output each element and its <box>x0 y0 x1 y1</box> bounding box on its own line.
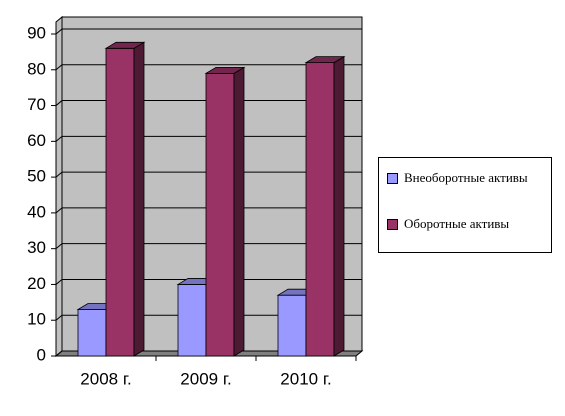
y-tick-label: 30 <box>27 238 46 257</box>
grid-line <box>55 350 362 357</box>
grid-line <box>55 171 362 178</box>
legend-item: Внеоборотные активы <box>387 170 547 186</box>
bar-side <box>133 41 145 357</box>
grid-line <box>55 135 362 142</box>
bar <box>105 47 135 357</box>
legend-swatch <box>387 219 398 230</box>
bar-top <box>304 56 346 64</box>
y-tick-label: 60 <box>27 131 46 150</box>
legend-label: Оборотные активы <box>404 216 510 231</box>
x-tick-label: 2008 г. <box>80 369 131 388</box>
y-tick-label: 0 <box>37 345 46 364</box>
y-tick-label: 50 <box>27 167 46 186</box>
x-tick-label: 2010 г. <box>280 369 331 388</box>
grid-line <box>55 314 362 321</box>
y-tick-label: 70 <box>27 95 46 114</box>
legend: Внеоборотные активы Оборотные активы <box>378 157 552 253</box>
bar-side <box>333 55 345 357</box>
y-tick-label: 20 <box>27 274 46 293</box>
bar <box>77 309 107 357</box>
grid-line <box>55 278 362 285</box>
bar <box>177 284 207 357</box>
grid-line <box>55 28 362 35</box>
y-tick-label: 80 <box>27 59 46 78</box>
y-tick-label: 90 <box>27 23 46 42</box>
legend-item: Оборотные активы <box>387 216 547 232</box>
bar <box>305 62 335 357</box>
y-tick-label: 10 <box>27 310 46 329</box>
legend-label: Внеоборотные активы <box>404 170 528 185</box>
bar-top <box>104 41 146 49</box>
grid-line <box>55 207 362 214</box>
legend-swatch <box>387 173 398 184</box>
bar-top <box>204 66 246 74</box>
x-tick-label: 2009 г. <box>180 369 231 388</box>
grid-line <box>55 243 362 250</box>
grid-line <box>55 100 362 106</box>
grid-line <box>55 64 362 71</box>
bar <box>205 72 235 357</box>
bar <box>277 294 307 357</box>
bar-side <box>233 66 245 357</box>
y-tick-label: 40 <box>27 202 46 221</box>
